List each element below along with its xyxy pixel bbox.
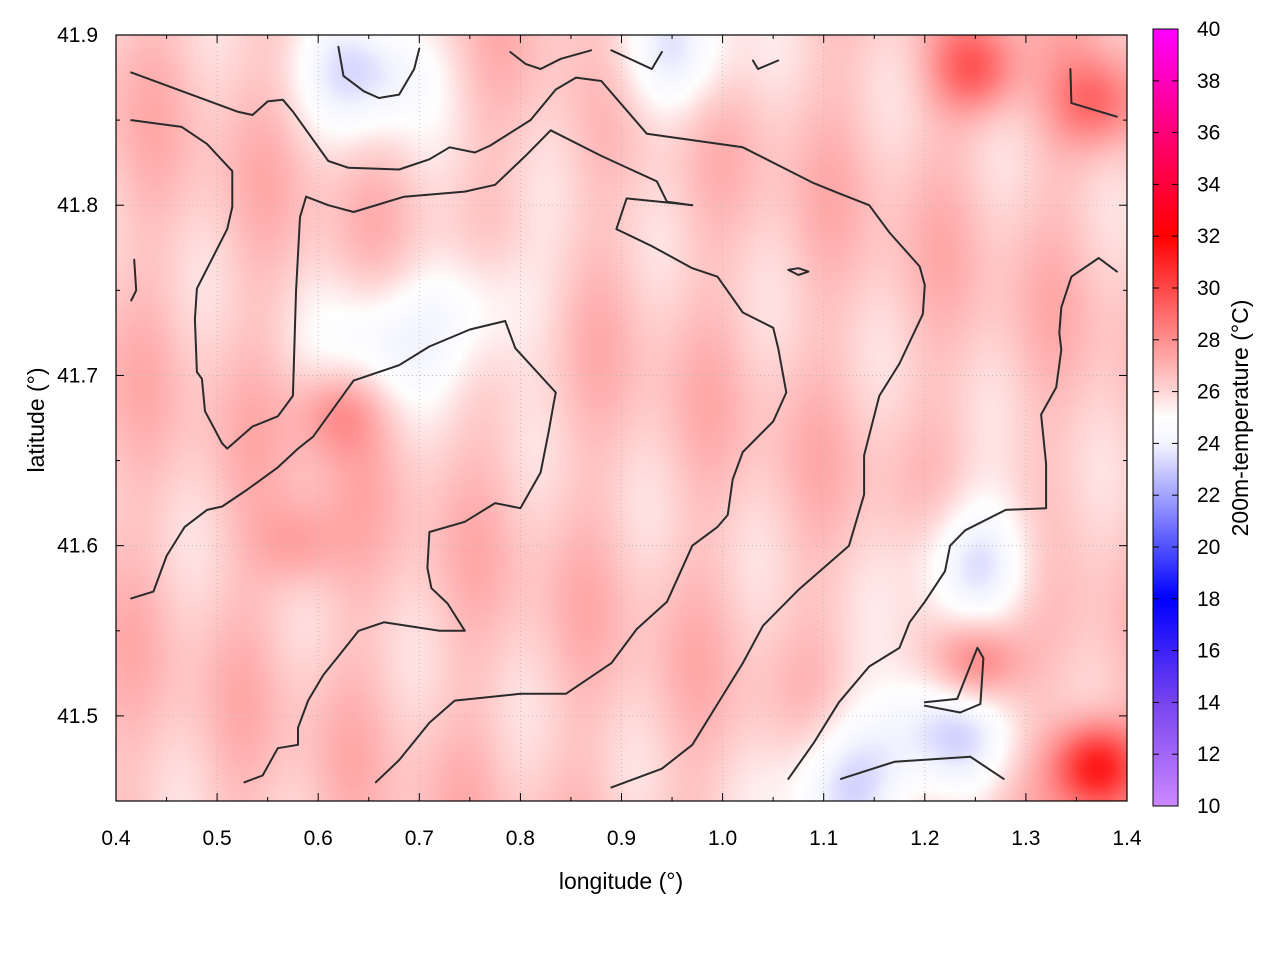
- colorbar-tick-label: 26: [1197, 381, 1220, 404]
- y-tick-label: 41.6: [57, 535, 98, 558]
- colorbar-tick-label: 18: [1197, 588, 1220, 611]
- colorbar-tick-label: 24: [1197, 432, 1221, 455]
- x-tick-label: 0.8: [506, 827, 535, 850]
- y-tick-label: 41.7: [57, 364, 98, 387]
- colorbar-gradient: [1153, 29, 1178, 806]
- x-tick-label: 1.0: [708, 827, 737, 850]
- x-tick-label: 0.4: [101, 827, 131, 850]
- y-tick-label: 41.9: [57, 24, 98, 47]
- colorbar-tick-label: 36: [1197, 122, 1220, 145]
- y-axis-label: latitude (°): [23, 367, 49, 472]
- x-tick-label: 1.1: [809, 827, 838, 850]
- colorbar: 10 12 14 16 18 20 22 24 26 28 30 32 34 36 38 40 200m-te…: [1153, 18, 1253, 818]
- temperature-raster: [116, 35, 1127, 801]
- colorbar-tick-label: 10: [1197, 795, 1220, 818]
- colorbar-tick-label: 22: [1197, 484, 1220, 507]
- y-tick-label: 41.5: [57, 705, 98, 728]
- colorbar-tick-label: 40: [1197, 18, 1220, 41]
- x-axis-label: longitude (°): [559, 868, 683, 894]
- x-tick-label: 1.4: [1112, 827, 1142, 850]
- colorbar-tick-label: 12: [1197, 743, 1220, 766]
- colorbar-tick-label: 16: [1197, 640, 1220, 663]
- colorbar-tick-label: 38: [1197, 70, 1220, 93]
- temperature-field: [116, 35, 1127, 801]
- x-tick-label: 0.9: [607, 827, 636, 850]
- x-tick-label: 1.3: [1011, 827, 1040, 850]
- colorbar-tick-label: 28: [1197, 329, 1220, 352]
- colorbar-tick-label: 30: [1197, 277, 1220, 300]
- y-tick-label: 41.8: [57, 194, 98, 217]
- colorbar-tick-label: 14: [1197, 691, 1221, 714]
- x-tick-label: 0.7: [405, 827, 434, 850]
- colorbar-tick-label: 20: [1197, 536, 1220, 559]
- x-tick-label: 0.6: [304, 827, 333, 850]
- x-tick-label: 0.5: [202, 827, 231, 850]
- colorbar-tick-label: 32: [1197, 225, 1220, 248]
- colorbar-tick-label: 34: [1197, 173, 1221, 196]
- x-tick-label: 1.2: [910, 827, 939, 850]
- colorbar-label: 200m-temperature (°C): [1227, 300, 1253, 537]
